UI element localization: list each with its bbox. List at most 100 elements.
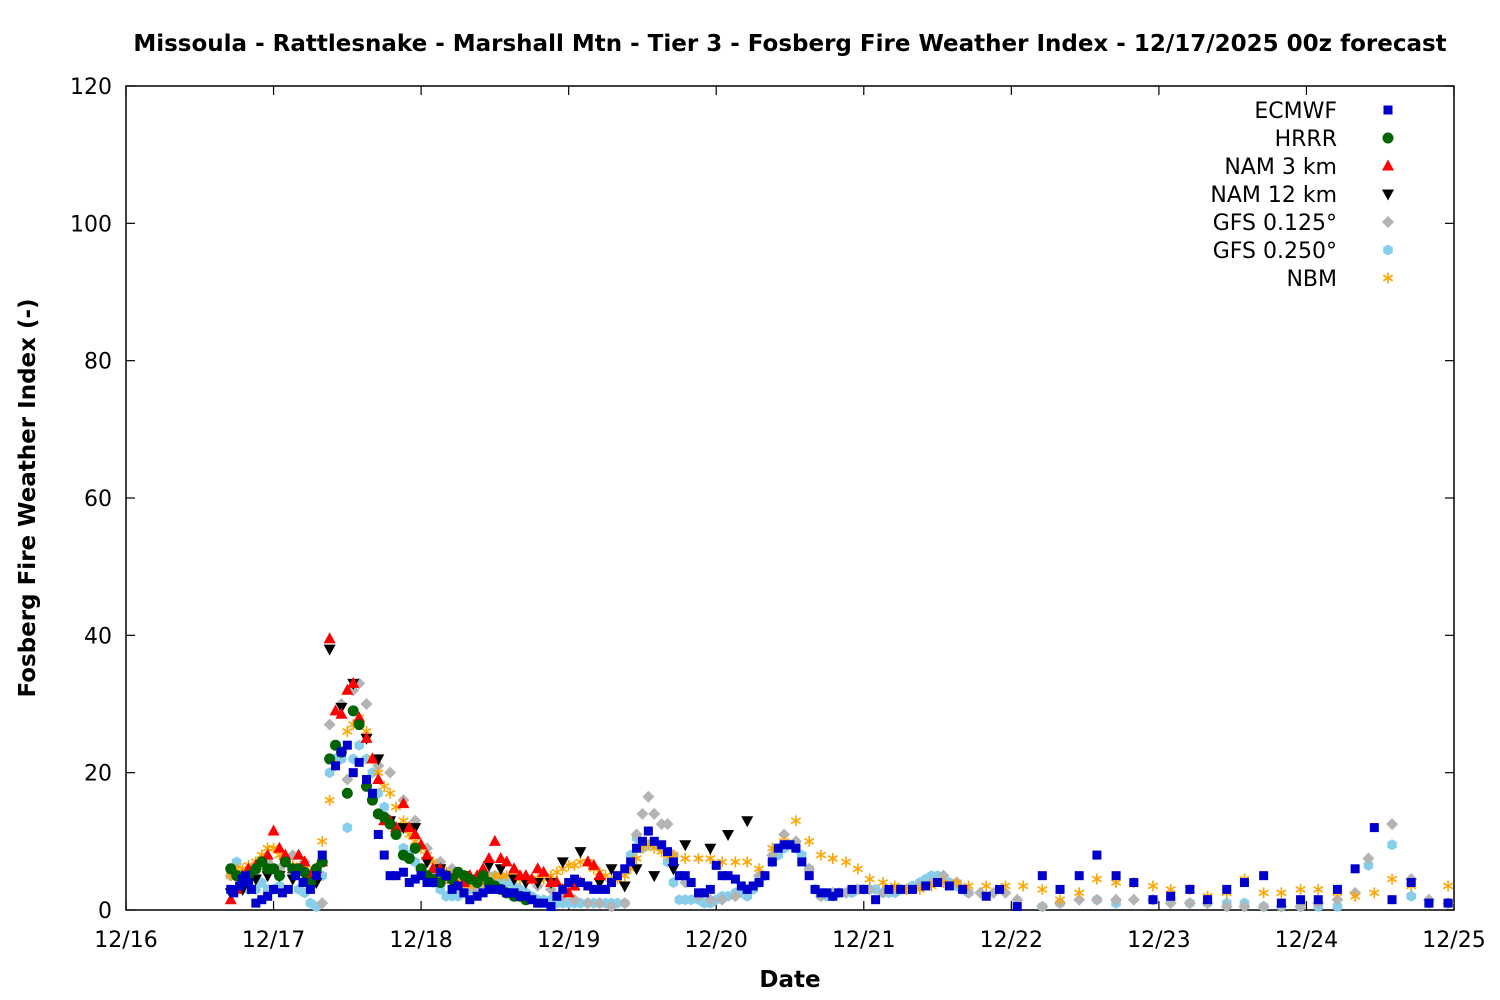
point-ecmwf	[657, 840, 667, 850]
point-ecmwf	[251, 898, 261, 908]
point-nam-12-km	[482, 860, 495, 872]
point-nam-3-km	[397, 797, 410, 809]
y-axis-label: Fosberg Fire Weather Index (-)	[15, 298, 41, 697]
point-nam-12-km	[556, 857, 569, 869]
point-ecmwf	[907, 884, 917, 894]
point-nam-3-km	[581, 855, 594, 867]
point-ecmwf	[699, 888, 709, 898]
point-nam-3-km	[366, 752, 379, 764]
point-nbm	[804, 835, 815, 847]
point-ecmwf	[754, 878, 764, 888]
point-ecmwf	[723, 871, 733, 881]
point-ecmwf	[354, 757, 364, 767]
y-tick-label: 40	[84, 624, 112, 649]
point-ecmwf	[896, 884, 906, 894]
point-nam-3-km	[329, 704, 342, 716]
legend: ECMWF HRRR NAM 3 km NAM 12 km GFS 0.125° GFS …	[1210, 99, 1394, 292]
point-nam-3-km	[494, 852, 507, 863]
point-hrrr	[353, 719, 365, 731]
point-nam-3-km	[587, 858, 600, 870]
point-ecmwf	[416, 871, 426, 881]
point-ecmwf	[797, 857, 807, 867]
point-ecmwf	[490, 884, 500, 894]
point-ecmwf	[1350, 864, 1360, 874]
point-nbm	[1442, 880, 1454, 892]
point-ecmwf	[717, 871, 727, 881]
point-ecmwf	[773, 843, 783, 853]
point-nam-12-km	[630, 864, 643, 876]
point-ecmwf	[730, 874, 740, 884]
series-gfs-0-125	[224, 677, 1455, 913]
point-nbm	[693, 853, 704, 864]
point-nbm	[1386, 873, 1398, 885]
point-nbm	[1258, 887, 1269, 899]
point-nam-3-km	[347, 676, 360, 688]
point-ecmwf	[626, 857, 636, 867]
point-ecmwf	[944, 881, 954, 891]
point-ecmwf	[385, 871, 395, 881]
legend-marker-nam-12-km	[1382, 189, 1394, 201]
point-ecmwf	[1166, 891, 1176, 901]
point-ecmwf	[595, 884, 605, 894]
point-ecmwf	[404, 878, 414, 888]
point-ecmwf	[564, 878, 574, 888]
point-ecmwf	[804, 871, 814, 881]
point-ecmwf	[736, 881, 746, 891]
point-ecmwf	[859, 884, 869, 894]
point-nam-3-km	[482, 852, 495, 863]
point-ecmwf	[1332, 884, 1342, 894]
point-gfs-0-250	[1406, 890, 1416, 902]
point-nbm	[1369, 887, 1380, 899]
point-nbm	[815, 849, 827, 861]
point-nbm	[1349, 890, 1361, 902]
point-nam-3-km	[335, 707, 348, 719]
point-gfs-0-125	[1183, 897, 1196, 910]
point-ecmwf	[478, 888, 488, 898]
point-nam-3-km	[525, 872, 538, 884]
point-ecmwf	[791, 843, 801, 853]
point-ecmwf	[539, 898, 549, 908]
point-ecmwf	[1259, 871, 1269, 881]
point-nbm	[753, 863, 765, 875]
point-ecmwf	[243, 878, 253, 888]
point-nbm	[1017, 880, 1029, 892]
point-nbm	[852, 863, 864, 875]
point-nbm	[864, 873, 875, 885]
point-nam-12-km	[618, 881, 631, 893]
point-gfs-0-125	[1257, 900, 1270, 913]
point-nam-3-km	[273, 841, 286, 853]
point-nam-3-km	[500, 855, 513, 867]
point-ecmwf	[810, 884, 820, 894]
point-gfs-0-125	[316, 897, 329, 910]
point-gfs-0-125	[618, 897, 631, 910]
point-ecmwf	[1406, 878, 1416, 888]
point-nam-12-km	[648, 871, 661, 883]
point-gfs-0-125	[1036, 900, 1049, 913]
point-ecmwf	[1369, 823, 1379, 833]
point-gfs-0-125	[1127, 893, 1140, 906]
point-nbm	[877, 877, 889, 889]
legend-label-gfs-0-250: GFS 0.250°	[1213, 239, 1337, 264]
point-nam-3-km	[279, 848, 292, 860]
point-nam-3-km	[261, 848, 274, 860]
point-ecmwf	[637, 836, 647, 846]
point-ecmwf	[342, 740, 352, 750]
point-ecmwf	[241, 871, 251, 881]
point-ecmwf	[305, 884, 315, 894]
point-ecmwf	[257, 895, 267, 905]
point-ecmwf	[995, 884, 1005, 894]
point-ecmwf	[1239, 878, 1249, 888]
point-nbm	[1091, 873, 1103, 885]
point-nam-3-km	[360, 731, 373, 743]
point-gfs-0-125	[716, 893, 729, 906]
point-ecmwf	[620, 864, 630, 874]
point-ecmwf	[981, 891, 991, 901]
point-gfs-0-125	[1362, 852, 1375, 865]
legend-label-nam-12-km: NAM 12 km	[1210, 183, 1337, 208]
point-ecmwf	[583, 881, 593, 891]
point-nbm	[379, 780, 390, 792]
point-ecmwf	[847, 884, 857, 894]
point-nbm	[840, 856, 852, 868]
point-ecmwf	[767, 857, 777, 867]
